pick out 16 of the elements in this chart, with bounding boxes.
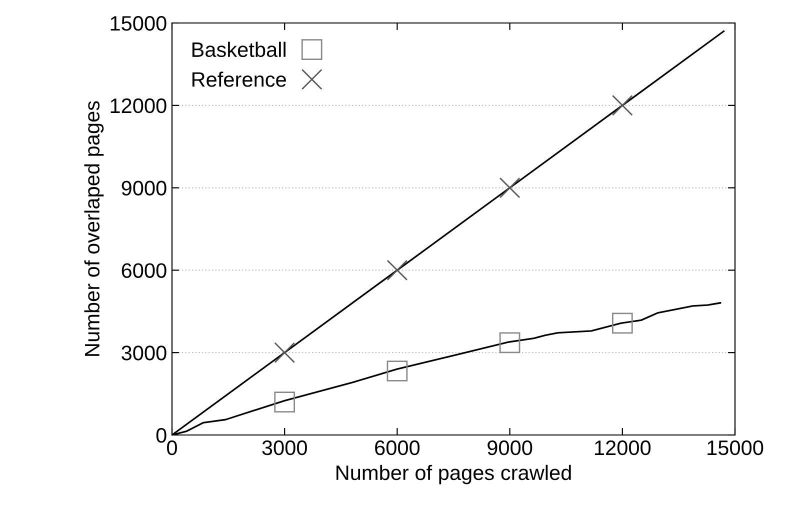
x-axis-title: Number of pages crawled xyxy=(336,464,571,484)
x-tick-label: 6000 xyxy=(375,440,420,456)
y-tick-label: 9000 xyxy=(122,180,166,196)
y-tick-label: 15000 xyxy=(110,16,166,31)
x-tick-label: 0 xyxy=(167,440,177,456)
y-tick-label: 6000 xyxy=(122,263,166,278)
legend-label: Reference xyxy=(192,72,286,87)
y-tick-label: 12000 xyxy=(110,98,166,114)
x-tick-label: 9000 xyxy=(488,440,532,456)
legend-label: Basketball xyxy=(192,42,286,58)
x-tick-label: 12000 xyxy=(595,440,651,456)
y-tick-label: 0 xyxy=(156,428,166,443)
x-tick-label: 15000 xyxy=(708,440,764,456)
y-tick-label: 3000 xyxy=(122,346,166,360)
y-axis-title: Number of overlaped pages xyxy=(84,101,104,356)
x-tick-label: 3000 xyxy=(262,440,307,456)
